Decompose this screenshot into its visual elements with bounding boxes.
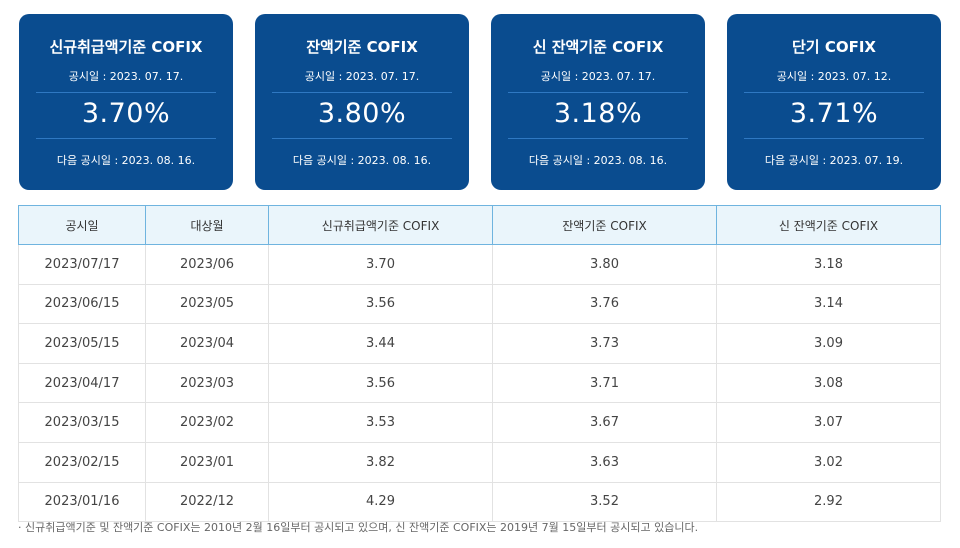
cofix-cards: 신규취급액기준 COFIX 공시일 : 2023. 07. 17. 3.70% … bbox=[19, 14, 941, 190]
cofix-card-short-term: 단기 COFIX 공시일 : 2023. 07. 12. 3.71% 다음 공시… bbox=[727, 14, 941, 190]
cell-balance-cofix: 3.73 bbox=[492, 323, 717, 364]
card-title: 신규취급액기준 COFIX bbox=[49, 38, 203, 56]
table-row: 2023/06/15 2023/05 3.56 3.76 3.14 bbox=[18, 284, 941, 325]
table-row: 2023/03/15 2023/02 3.53 3.67 3.07 bbox=[18, 402, 941, 443]
cell-new-cofix: 3.53 bbox=[268, 402, 493, 443]
cell-balance-cofix: 3.76 bbox=[492, 284, 717, 325]
card-divider bbox=[272, 138, 452, 139]
table-row: 2023/05/15 2023/04 3.44 3.73 3.09 bbox=[18, 323, 941, 364]
card-divider bbox=[272, 92, 452, 93]
cell-balance-cofix: 3.63 bbox=[492, 442, 717, 483]
cell-balance-cofix: 3.80 bbox=[492, 244, 717, 285]
cofix-card-new: 신규취급액기준 COFIX 공시일 : 2023. 07. 17. 3.70% … bbox=[19, 14, 233, 190]
footnote: · 신규취급액기준 및 잔액기준 COFIX는 2010년 2월 16일부터 공… bbox=[18, 521, 699, 534]
cell-published-date: 2023/07/17 bbox=[18, 244, 146, 285]
card-published-date: 공시일 : 2023. 07. 17. bbox=[304, 70, 420, 83]
cell-target-month: 2023/04 bbox=[145, 323, 269, 364]
cell-published-date: 2023/03/15 bbox=[18, 402, 146, 443]
cell-target-month: 2023/03 bbox=[145, 363, 269, 404]
card-title: 잔액기준 COFIX bbox=[306, 38, 418, 56]
card-next-date: 다음 공시일 : 2023. 08. 16. bbox=[292, 154, 432, 167]
cell-new-balance-cofix: 3.14 bbox=[716, 284, 941, 325]
cell-published-date: 2023/06/15 bbox=[18, 284, 146, 325]
cofix-card-balance: 잔액기준 COFIX 공시일 : 2023. 07. 17. 3.80% 다음 … bbox=[255, 14, 469, 190]
cell-balance-cofix: 3.67 bbox=[492, 402, 717, 443]
card-divider bbox=[508, 92, 688, 93]
card-divider bbox=[744, 138, 924, 139]
cell-published-date: 2023/05/15 bbox=[18, 323, 146, 364]
cell-target-month: 2023/01 bbox=[145, 442, 269, 483]
card-rate: 3.70% bbox=[81, 98, 171, 129]
cell-new-balance-cofix: 3.07 bbox=[716, 402, 941, 443]
card-published-date: 공시일 : 2023. 07. 17. bbox=[540, 70, 656, 83]
cell-new-cofix: 3.56 bbox=[268, 284, 493, 325]
header-balance-cofix: 잔액기준 COFIX bbox=[492, 205, 717, 245]
cell-published-date: 2023/04/17 bbox=[18, 363, 146, 404]
card-title: 신 잔액기준 COFIX bbox=[532, 38, 664, 56]
cell-new-balance-cofix: 3.09 bbox=[716, 323, 941, 364]
card-divider bbox=[508, 138, 688, 139]
table-row: 2023/01/16 2022/12 4.29 3.52 2.92 bbox=[18, 482, 941, 523]
cofix-history-table: 공시일 대상월 신규취급액기준 COFIX 잔액기준 COFIX 신 잔액기준 … bbox=[18, 205, 941, 523]
table-row: 2023/07/17 2023/06 3.70 3.80 3.18 bbox=[18, 244, 941, 285]
card-next-date: 다음 공시일 : 2023. 08. 16. bbox=[56, 154, 196, 167]
header-published-date: 공시일 bbox=[18, 205, 146, 245]
cell-target-month: 2023/06 bbox=[145, 244, 269, 285]
cell-published-date: 2023/01/16 bbox=[18, 482, 146, 523]
card-title: 단기 COFIX bbox=[792, 38, 876, 56]
card-rate: 3.71% bbox=[789, 98, 879, 129]
card-rate: 3.80% bbox=[317, 98, 407, 129]
header-new-balance-cofix: 신 잔액기준 COFIX bbox=[716, 205, 941, 245]
cell-new-balance-cofix: 3.02 bbox=[716, 442, 941, 483]
cell-published-date: 2023/02/15 bbox=[18, 442, 146, 483]
card-published-date: 공시일 : 2023. 07. 17. bbox=[68, 70, 184, 83]
cell-new-cofix: 3.56 bbox=[268, 363, 493, 404]
table-row: 2023/04/17 2023/03 3.56 3.71 3.08 bbox=[18, 363, 941, 404]
card-divider bbox=[36, 138, 216, 139]
header-target-month: 대상월 bbox=[145, 205, 269, 245]
card-divider bbox=[36, 92, 216, 93]
cell-new-cofix: 3.70 bbox=[268, 244, 493, 285]
cell-target-month: 2023/02 bbox=[145, 402, 269, 443]
card-next-date: 다음 공시일 : 2023. 07. 19. bbox=[764, 154, 904, 167]
cell-new-balance-cofix: 3.08 bbox=[716, 363, 941, 404]
cell-target-month: 2023/05 bbox=[145, 284, 269, 325]
card-rate: 3.18% bbox=[553, 98, 643, 129]
cell-balance-cofix: 3.52 bbox=[492, 482, 717, 523]
cell-new-cofix: 3.82 bbox=[268, 442, 493, 483]
cell-balance-cofix: 3.71 bbox=[492, 363, 717, 404]
table-header-row: 공시일 대상월 신규취급액기준 COFIX 잔액기준 COFIX 신 잔액기준 … bbox=[18, 205, 941, 245]
table-row: 2023/02/15 2023/01 3.82 3.63 3.02 bbox=[18, 442, 941, 483]
cell-new-cofix: 4.29 bbox=[268, 482, 493, 523]
header-new-cofix: 신규취급액기준 COFIX bbox=[268, 205, 493, 245]
cell-new-cofix: 3.44 bbox=[268, 323, 493, 364]
card-next-date: 다음 공시일 : 2023. 08. 16. bbox=[528, 154, 668, 167]
cofix-card-new-balance: 신 잔액기준 COFIX 공시일 : 2023. 07. 17. 3.18% 다… bbox=[491, 14, 705, 190]
card-divider bbox=[744, 92, 924, 93]
cell-new-balance-cofix: 3.18 bbox=[716, 244, 941, 285]
cell-target-month: 2022/12 bbox=[145, 482, 269, 523]
cell-new-balance-cofix: 2.92 bbox=[716, 482, 941, 523]
card-published-date: 공시일 : 2023. 07. 12. bbox=[776, 70, 892, 83]
